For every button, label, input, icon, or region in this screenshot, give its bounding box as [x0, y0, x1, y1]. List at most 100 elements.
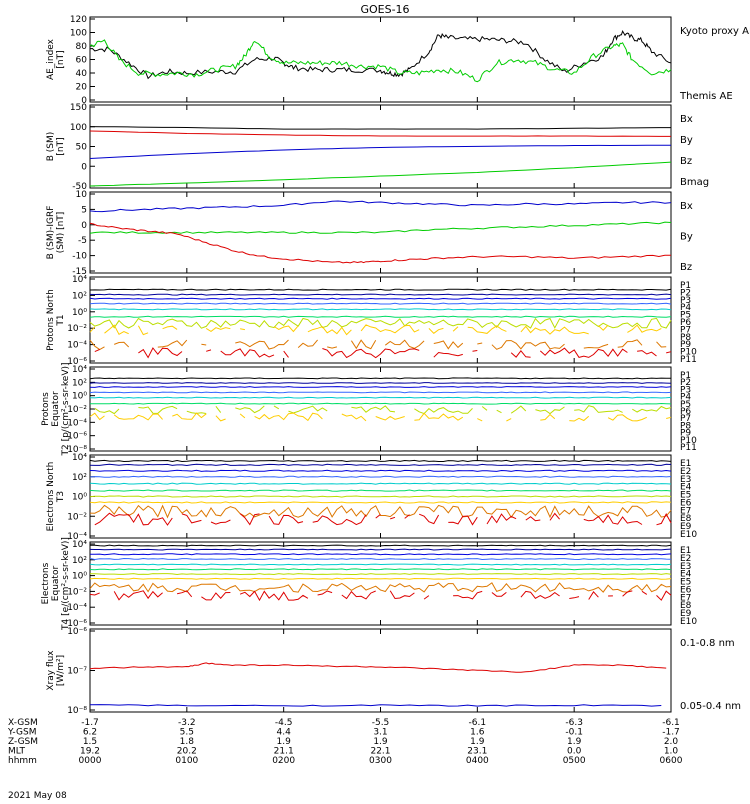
- series-p7: [482, 407, 487, 411]
- series-p7: [535, 407, 564, 414]
- series-p9: [201, 344, 206, 345]
- series-p10: [637, 351, 656, 356]
- x-axis-value: 22.1: [370, 747, 390, 757]
- y-tick-label: 10⁰: [72, 392, 87, 402]
- date-label: 2021 May 08: [8, 791, 67, 800]
- series-p9: [351, 340, 375, 349]
- series-p8: [414, 413, 462, 420]
- x-axis-value: 19.2: [80, 747, 100, 757]
- x-axis-value: -4.5: [275, 718, 293, 728]
- y-tick-label: 10²: [72, 291, 87, 301]
- series-e10: [376, 514, 381, 518]
- series-p7: [632, 407, 671, 413]
- x-axis-value: 2.0: [664, 737, 679, 747]
- x-axis-value: -1.7: [81, 718, 99, 728]
- series-e10: [240, 591, 308, 600]
- series-p8: [506, 419, 511, 421]
- series-p9: [298, 340, 317, 348]
- series-e10: [390, 517, 395, 519]
- series-p8: [429, 328, 444, 333]
- legend-0-05-0-4-nm: 0.05-0.4 nm: [680, 701, 741, 712]
- series-e10: [201, 593, 230, 600]
- series-e10: [657, 514, 672, 525]
- series-p5: [90, 397, 671, 398]
- x-axis-value: -6.3: [565, 718, 583, 728]
- x-axis-value: 21.1: [274, 747, 294, 757]
- series-p8: [163, 326, 178, 329]
- y-tick-label: 10⁻²: [67, 324, 87, 334]
- series-bz: [90, 223, 671, 263]
- series-bz: [90, 131, 671, 136]
- series-e2: [90, 464, 671, 465]
- x-axis-value: -5.5: [372, 718, 390, 728]
- series-p8: [569, 416, 588, 421]
- series-p7: [511, 406, 526, 413]
- legend-e10: E10: [680, 617, 697, 627]
- series-p8: [453, 327, 458, 332]
- y-axis-label: [nT]: [56, 50, 66, 68]
- x-axis-value: 1.0: [664, 747, 679, 757]
- series-bx: [90, 145, 671, 158]
- x-axis-value: 20.2: [177, 747, 197, 757]
- series-bmag: [90, 127, 671, 130]
- legend-bx: Bx: [680, 114, 693, 125]
- series-p3: [90, 298, 671, 299]
- series-p8: [468, 326, 507, 334]
- series-e10: [521, 591, 560, 598]
- series-e8: [90, 502, 671, 503]
- y-tick-label: 10⁻²: [67, 587, 87, 597]
- series-p7: [90, 318, 671, 328]
- series-p7: [95, 408, 119, 413]
- series-e10: [114, 591, 162, 600]
- x-axis-value: 4.4: [277, 728, 292, 738]
- series-e7: [90, 496, 671, 497]
- x-axis-value: -0.1: [565, 728, 583, 738]
- series-p9: [327, 347, 337, 348]
- series-e9: [90, 505, 671, 517]
- y-axis-label: Electrons: [41, 562, 51, 604]
- y-axis-label: B (SM)-IGRF: [46, 206, 56, 260]
- series-p8: [240, 414, 245, 418]
- series-p4: [90, 303, 671, 304]
- series-e10: [448, 516, 477, 525]
- x-axis-value: 1.9: [470, 737, 485, 747]
- y-tick-label: 0: [81, 162, 87, 172]
- series-e10: [313, 515, 366, 525]
- x-axis-value: 3.1: [373, 728, 387, 738]
- series-e4: [90, 476, 671, 477]
- legend-p11: P11: [680, 443, 697, 453]
- series-kyoto-proxy-ae: [90, 40, 671, 82]
- y-axis-label: T3: [56, 491, 66, 503]
- series-p7: [138, 406, 177, 413]
- y-tick-label: 150: [70, 103, 87, 113]
- series-p7: [235, 406, 264, 413]
- y-tick-label: 10⁻⁸: [67, 706, 87, 716]
- series-p10: [284, 351, 289, 357]
- legend-by: By: [680, 135, 693, 146]
- legend-themis-ae: Themis AE: [679, 91, 733, 102]
- series-e10: [390, 591, 414, 599]
- series-p2: [90, 294, 671, 295]
- series-p8: [342, 414, 366, 421]
- series-themis-ae: [90, 31, 671, 78]
- series-bx: [90, 201, 671, 212]
- series-p8: [172, 413, 206, 419]
- series-p9: [158, 340, 187, 347]
- series-e6: [90, 490, 671, 491]
- series-p7: [414, 408, 472, 414]
- y-axis-label: Xray flux: [46, 650, 56, 691]
- y-tick-label: 10⁻⁴: [67, 603, 87, 613]
- series-e3: [90, 470, 671, 471]
- legend-kyoto-proxy-ae: Kyoto proxy AE: [680, 26, 750, 37]
- series-p3: [90, 387, 671, 388]
- x-axis-value: -3.2: [178, 718, 196, 728]
- series-e10: [492, 592, 507, 596]
- series-e10: [177, 591, 192, 597]
- series-0-05-0-4-nm: [90, 705, 661, 707]
- series-p7: [216, 406, 221, 412]
- series-p9: [235, 340, 288, 349]
